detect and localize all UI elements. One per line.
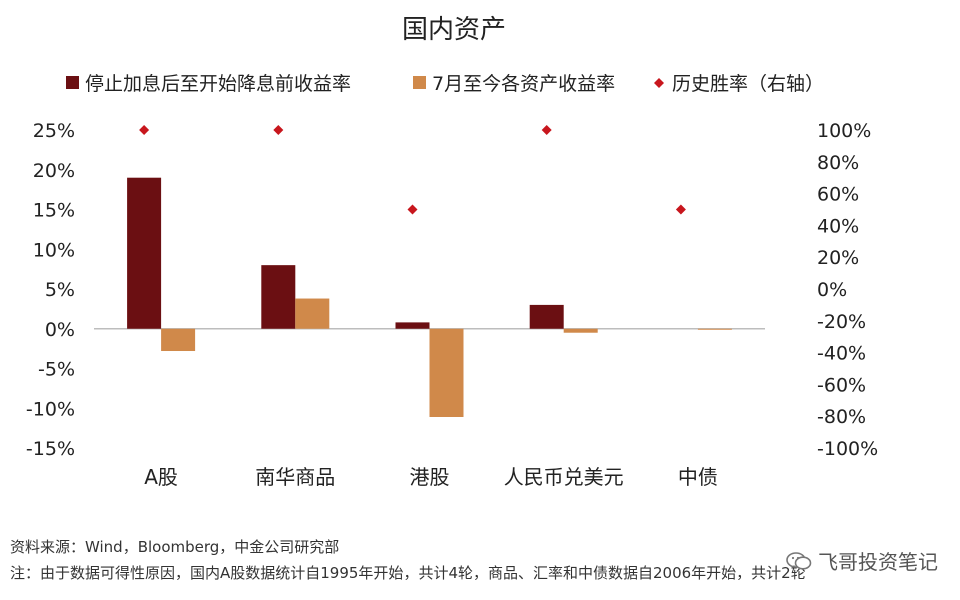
category-label-4: 中债 bbox=[678, 465, 718, 489]
right-tick-label: 0% bbox=[817, 279, 847, 301]
category-label-2: 港股 bbox=[410, 465, 450, 489]
left-tick-label: 5% bbox=[45, 279, 75, 301]
watermark-text: 飞哥投资笔记 bbox=[818, 550, 938, 574]
wechat-icon bbox=[786, 551, 812, 570]
right-tick-label: -40% bbox=[817, 343, 866, 365]
source-note: 资料来源：Wind，Bloomberg，中金公司研究部 bbox=[10, 538, 340, 556]
bar-series2-3 bbox=[563, 328, 598, 333]
bar-series2-2 bbox=[429, 328, 464, 417]
win-rate-marker-1 bbox=[273, 125, 284, 135]
bar-series1-1 bbox=[261, 265, 296, 329]
left-tick-label: -15% bbox=[26, 438, 75, 460]
win-rate-marker-0 bbox=[139, 125, 150, 135]
right-tick-label: 20% bbox=[817, 247, 859, 269]
right-tick-label: 100% bbox=[817, 120, 871, 142]
win-rate-marker-2 bbox=[407, 204, 418, 215]
markers bbox=[139, 125, 686, 215]
left-tick-label: 25% bbox=[33, 120, 75, 142]
chart-title: 国内资产 bbox=[402, 15, 506, 45]
left-tick-label: -5% bbox=[38, 359, 75, 381]
bar-series2-1 bbox=[295, 298, 330, 329]
category-label-3: 人民币兑美元 bbox=[504, 465, 624, 489]
category-label-0: A股 bbox=[144, 465, 178, 489]
left-tick-label: 20% bbox=[33, 160, 75, 182]
right-tick-label: -80% bbox=[817, 406, 866, 428]
legend-swatch-0 bbox=[66, 76, 79, 89]
legend-label-0: 停止加息后至开始降息前收益率 bbox=[85, 73, 351, 95]
left-tick-label: 0% bbox=[45, 319, 75, 341]
bar-series1-3 bbox=[529, 304, 564, 329]
bar-series1-0 bbox=[127, 177, 162, 329]
right-tick-label: -100% bbox=[817, 438, 878, 460]
bar-series2-0 bbox=[161, 328, 196, 352]
bar-series2-4 bbox=[697, 328, 732, 330]
legend-swatch-1 bbox=[413, 76, 426, 89]
right-tick-label: 40% bbox=[817, 215, 859, 237]
right-axis: 100% 80% 60% 40% 20% 0% -20% -40% -60% -80% -100% bbox=[817, 120, 878, 460]
right-tick-label: 60% bbox=[817, 184, 859, 206]
left-tick-label: 15% bbox=[33, 200, 75, 222]
legend-swatch-2 bbox=[654, 78, 664, 88]
legend: 停止加息后至开始降息前收益率 7月至今各资产收益率 历史胜率（右轴） bbox=[66, 73, 824, 95]
win-rate-marker-4 bbox=[675, 204, 686, 215]
right-tick-label: -60% bbox=[817, 374, 866, 396]
left-axis: 25% 20% 15% 10% 5% 0% -5% -10% -15% bbox=[26, 120, 75, 460]
bar-series1-2 bbox=[395, 322, 430, 329]
win-rate-marker-3 bbox=[541, 125, 552, 135]
footnote: 注：由于数据可得性原因，国内A股数据统计自1995年开始，共计4轮，商品、汇率和… bbox=[10, 564, 806, 582]
watermark: 飞哥投资笔记 bbox=[786, 546, 938, 575]
chart: 国内资产 停止加息后至开始降息前收益率 7月至今各资产收益率 历史胜率（右轴） 25… bbox=[26, 15, 878, 489]
left-tick-label: 10% bbox=[33, 239, 75, 261]
legend-label-1: 7月至今各资产收益率 bbox=[432, 73, 615, 95]
category-labels: A股 南华商品 港股 人民币兑美元 中债 bbox=[144, 465, 718, 489]
right-tick-label: 80% bbox=[817, 152, 859, 174]
right-tick-label: -20% bbox=[817, 311, 866, 333]
category-label-1: 南华商品 bbox=[255, 465, 335, 489]
left-tick-label: -10% bbox=[26, 398, 75, 420]
bars bbox=[127, 177, 732, 417]
legend-label-2: 历史胜率（右轴） bbox=[672, 73, 824, 95]
